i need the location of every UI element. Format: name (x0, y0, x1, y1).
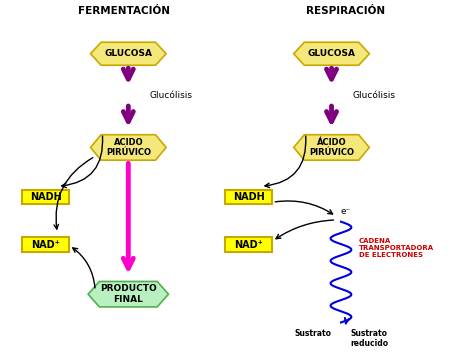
Text: NADH: NADH (233, 192, 264, 202)
Text: Sustrato
reducido: Sustrato reducido (350, 329, 388, 348)
Text: NADH: NADH (30, 192, 62, 202)
Polygon shape (294, 42, 369, 65)
FancyBboxPatch shape (225, 190, 273, 204)
FancyBboxPatch shape (225, 237, 273, 252)
Polygon shape (88, 282, 168, 307)
Text: GLUCOSA: GLUCOSA (104, 49, 152, 58)
Text: CADENA
TRANSPORTADORA
DE ELECTRONES: CADENA TRANSPORTADORA DE ELECTRONES (359, 237, 434, 258)
Text: Sustrato: Sustrato (294, 329, 331, 338)
Text: Glucólisis: Glucólisis (353, 91, 396, 100)
Text: RESPIRACIÓN: RESPIRACIÓN (306, 6, 385, 16)
Text: NAD⁺: NAD⁺ (234, 240, 263, 250)
Text: ÁCIDO
PIRÚVICO: ÁCIDO PIRÚVICO (309, 138, 354, 157)
Text: ACIDO
PIRÚVICO: ACIDO PIRÚVICO (106, 138, 151, 157)
Text: PRODUCTO
FINAL: PRODUCTO FINAL (100, 284, 157, 304)
Text: e⁻: e⁻ (341, 207, 351, 217)
Text: GLUCOSA: GLUCOSA (308, 49, 356, 58)
Polygon shape (91, 42, 166, 65)
FancyBboxPatch shape (22, 190, 69, 204)
Text: NAD⁺: NAD⁺ (31, 240, 60, 250)
Text: FERMENTACIÓN: FERMENTACIÓN (78, 6, 170, 16)
Polygon shape (294, 135, 369, 160)
Text: Glucólisis: Glucólisis (150, 91, 192, 100)
Polygon shape (91, 135, 166, 160)
FancyBboxPatch shape (22, 237, 69, 252)
